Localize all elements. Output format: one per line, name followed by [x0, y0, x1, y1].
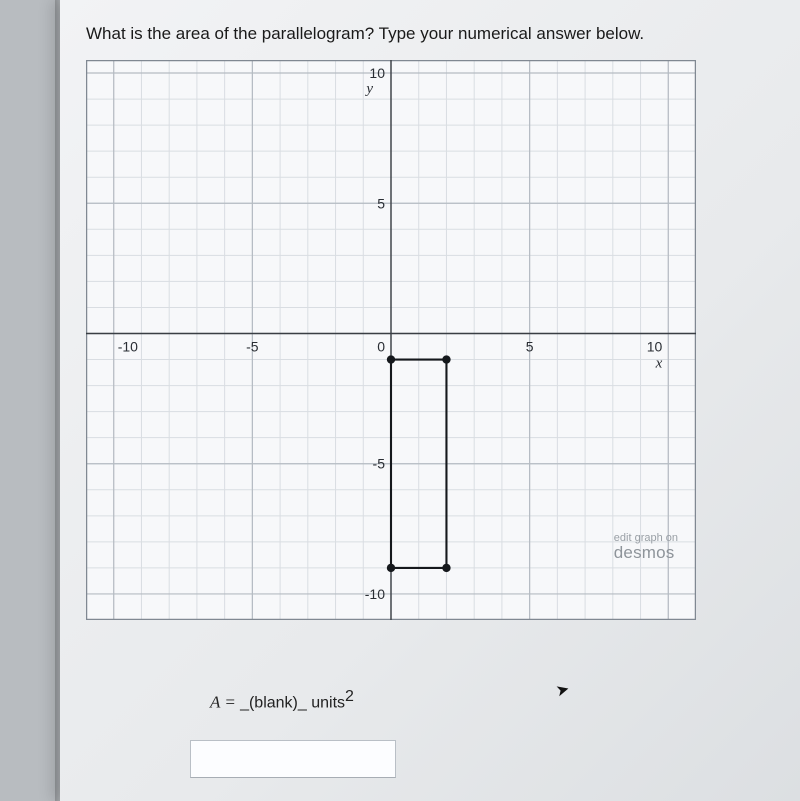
area-blank: _(blank)_ [240, 695, 307, 712]
svg-text:0: 0 [377, 338, 385, 354]
svg-text:10: 10 [647, 338, 663, 354]
svg-text:-5: -5 [373, 456, 386, 472]
area-units: units [307, 695, 345, 712]
svg-text:10: 10 [369, 65, 385, 81]
svg-text:5: 5 [377, 195, 385, 211]
svg-text:-5: -5 [246, 338, 259, 354]
answer-input[interactable] [190, 740, 396, 778]
svg-text:y: y [364, 81, 373, 97]
area-formula-label: A = _(blank)_ units2 [210, 688, 354, 713]
question-text: What is the area of the parallelogram? T… [86, 24, 644, 44]
watermark-brand: desmos [614, 544, 678, 562]
graph-panel: -10 -5 0 5 10 10 5 -5 -10 y x edit graph on desmos… [86, 60, 696, 620]
svg-text:-10: -10 [118, 338, 138, 354]
svg-text:x: x [655, 355, 663, 371]
coordinate-graph: -10 -5 0 5 10 10 5 -5 -10 y x [86, 60, 696, 620]
desmos-watermark: edit graph on desmos [614, 533, 678, 562]
area-prefix: A = [210, 693, 240, 712]
svg-text:5: 5 [526, 338, 534, 354]
svg-text:-10: -10 [365, 586, 385, 602]
mouse-cursor-icon: ➤ [554, 679, 572, 702]
area-exp: 2 [345, 688, 354, 705]
